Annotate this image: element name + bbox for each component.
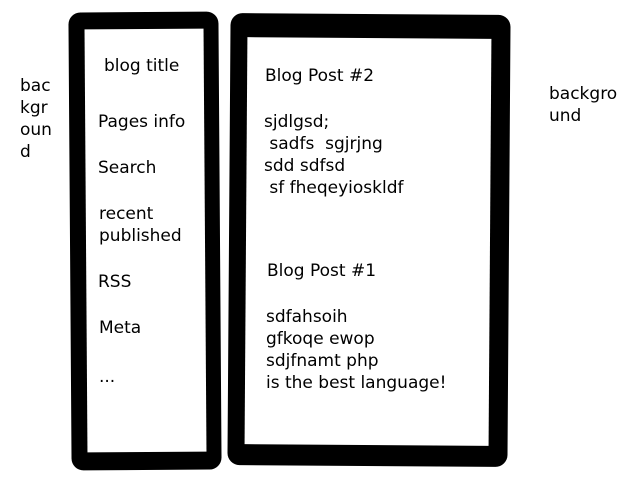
sidebar-item-pages-info: Pages info	[98, 112, 186, 132]
blog-title: blog title	[104, 56, 180, 76]
post-title: Blog Post #1	[267, 261, 377, 281]
sidebar-item-search: Search	[98, 158, 157, 178]
sidebar-item-meta: Meta	[99, 318, 142, 338]
post-body: sjdlgsd; sadfs sgjrjng sdd sdfsd sf fheq…	[264, 112, 404, 198]
sidebar-item-rss: RSS	[98, 272, 132, 292]
sidebar-item-more: ...	[99, 367, 116, 387]
background-label-right: backgro und	[549, 84, 618, 126]
post-title: Blog Post #2	[265, 66, 375, 86]
sidebar-item-recent-published: recent published	[99, 204, 182, 246]
background-label-left: bac kgr oun d	[20, 76, 52, 162]
post-body: sdfahsoih gfkoqe ewop sdjfnamt php is th…	[266, 307, 447, 393]
